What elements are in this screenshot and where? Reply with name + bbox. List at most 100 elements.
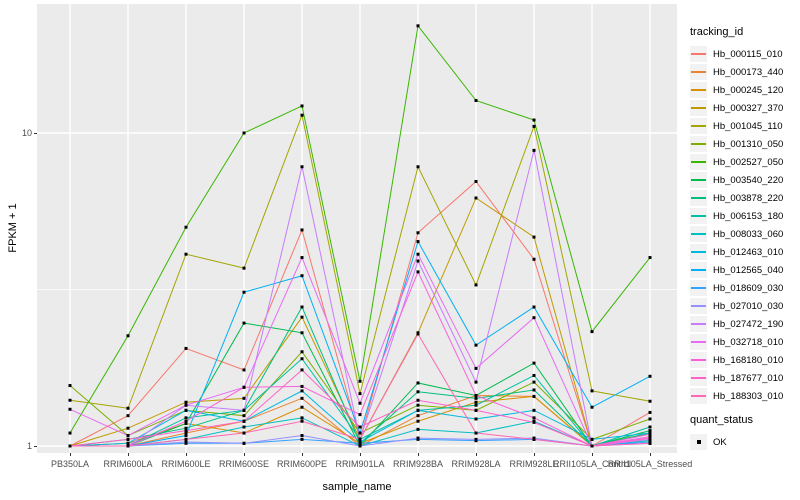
data-point xyxy=(416,436,420,440)
x-tick-mark xyxy=(69,453,71,456)
legend-entry-label: Hb_012463_010 xyxy=(713,246,784,258)
data-point xyxy=(474,417,478,421)
x-tick-label: RRIM600LE xyxy=(161,459,211,469)
data-point xyxy=(300,315,304,319)
data-point xyxy=(474,283,478,287)
y-tick-mark xyxy=(34,445,37,447)
legend: tracking_id Hb_000115_010 Hb_000173_440 Hb… xyxy=(690,26,798,451)
data-point xyxy=(300,396,304,400)
legend-entry-label: Hb_000115_010 xyxy=(713,48,783,60)
legend-key-line-icon xyxy=(690,154,707,170)
data-point xyxy=(648,417,652,421)
data-point xyxy=(300,274,304,278)
data-point xyxy=(126,444,130,448)
legend-entry: Hb_000115_010 xyxy=(690,45,798,63)
legend-entry: Hb_187677_010 xyxy=(690,369,798,387)
x-tick-mark xyxy=(475,453,477,456)
data-point xyxy=(126,434,130,438)
x-tick-mark xyxy=(649,453,651,456)
data-point xyxy=(300,104,304,108)
legend-key-line-icon xyxy=(690,316,707,332)
data-point xyxy=(416,231,420,235)
data-point xyxy=(358,441,362,445)
data-point xyxy=(242,266,246,270)
x-tick-label: RRIM928BA xyxy=(392,459,444,469)
legend-key-line-icon xyxy=(690,334,707,350)
plot-panel-svg xyxy=(37,4,677,453)
data-point xyxy=(358,401,362,405)
data-point xyxy=(532,148,536,152)
data-point xyxy=(300,305,304,309)
legend-key-line-icon xyxy=(690,136,707,152)
x-tick-label: RRIM600PE xyxy=(276,459,328,469)
data-point xyxy=(242,425,246,429)
data-point xyxy=(242,441,246,445)
data-point xyxy=(416,332,420,336)
data-point xyxy=(300,389,304,393)
legend-key-line-icon xyxy=(690,118,707,134)
legend-entries: Hb_000115_010 Hb_000173_440 Hb_000245_120 H… xyxy=(690,45,798,405)
data-point xyxy=(416,259,420,263)
data-point xyxy=(648,429,652,433)
legend-entry-label: Hb_000173_440 xyxy=(713,66,784,78)
x-tick-label: RRIM928LE xyxy=(509,459,559,469)
legend-entry-label: Hb_001045_110 xyxy=(713,120,783,132)
data-point xyxy=(474,396,478,400)
data-point xyxy=(474,393,478,397)
data-point xyxy=(590,444,594,448)
data-point xyxy=(532,437,536,441)
x-tick-mark xyxy=(185,453,187,456)
data-point xyxy=(474,99,478,103)
data-point xyxy=(300,113,304,117)
legend-quant-status: quant_status OK xyxy=(690,414,798,451)
legend-entry: Hb_001310_050 xyxy=(690,135,798,153)
data-point xyxy=(532,316,536,320)
legend-entry: Hb_003878_220 xyxy=(690,189,798,207)
legend-title-quant-status: quant_status xyxy=(690,414,753,426)
data-point xyxy=(416,419,420,423)
data-point xyxy=(648,410,652,414)
data-point xyxy=(300,368,304,372)
data-point xyxy=(474,196,478,200)
data-point xyxy=(474,343,478,347)
legend-entry: Hb_012463_010 xyxy=(690,243,798,261)
data-point xyxy=(242,321,246,325)
data-point xyxy=(68,384,72,388)
data-point xyxy=(648,425,652,429)
data-point xyxy=(532,257,536,261)
data-point xyxy=(184,403,188,407)
panel-background xyxy=(37,4,677,453)
x-tick-mark xyxy=(127,453,129,456)
data-point xyxy=(300,256,304,260)
x-tick-mark xyxy=(417,453,419,456)
y-tick-label: 10 xyxy=(21,127,32,138)
legend-entry-label: Hb_003540_220 xyxy=(713,174,784,186)
x-tick-mark xyxy=(301,453,303,456)
legend-key-line-icon xyxy=(690,262,707,278)
data-point xyxy=(300,384,304,388)
legend-entry-label: Hb_003878_220 xyxy=(713,192,784,204)
legend-entry-label: Hb_000327_370 xyxy=(713,102,784,114)
legend-entry: Hb_032718_010 xyxy=(690,333,798,351)
legend-entry-label: OK xyxy=(713,436,727,448)
x-tick-label: RRIM928LA xyxy=(451,459,501,469)
data-point xyxy=(416,381,420,385)
data-point xyxy=(532,235,536,239)
x-tick-label: RRII105LA_Stressed xyxy=(607,459,693,469)
data-point xyxy=(242,396,246,400)
data-point xyxy=(532,416,536,420)
data-point xyxy=(358,444,362,448)
legend-key-line-icon xyxy=(690,226,707,242)
legend-entry: Hb_001045_110 xyxy=(690,117,798,135)
data-point xyxy=(648,374,652,378)
data-point xyxy=(532,420,536,424)
data-point xyxy=(68,398,72,402)
legend-entry: Hb_003540_220 xyxy=(690,171,798,189)
x-tick-mark xyxy=(243,453,245,456)
data-point xyxy=(474,179,478,183)
data-point xyxy=(242,419,246,423)
legend-key-line-icon xyxy=(690,352,707,368)
legend-key-line-icon xyxy=(690,280,707,296)
data-point xyxy=(358,431,362,435)
